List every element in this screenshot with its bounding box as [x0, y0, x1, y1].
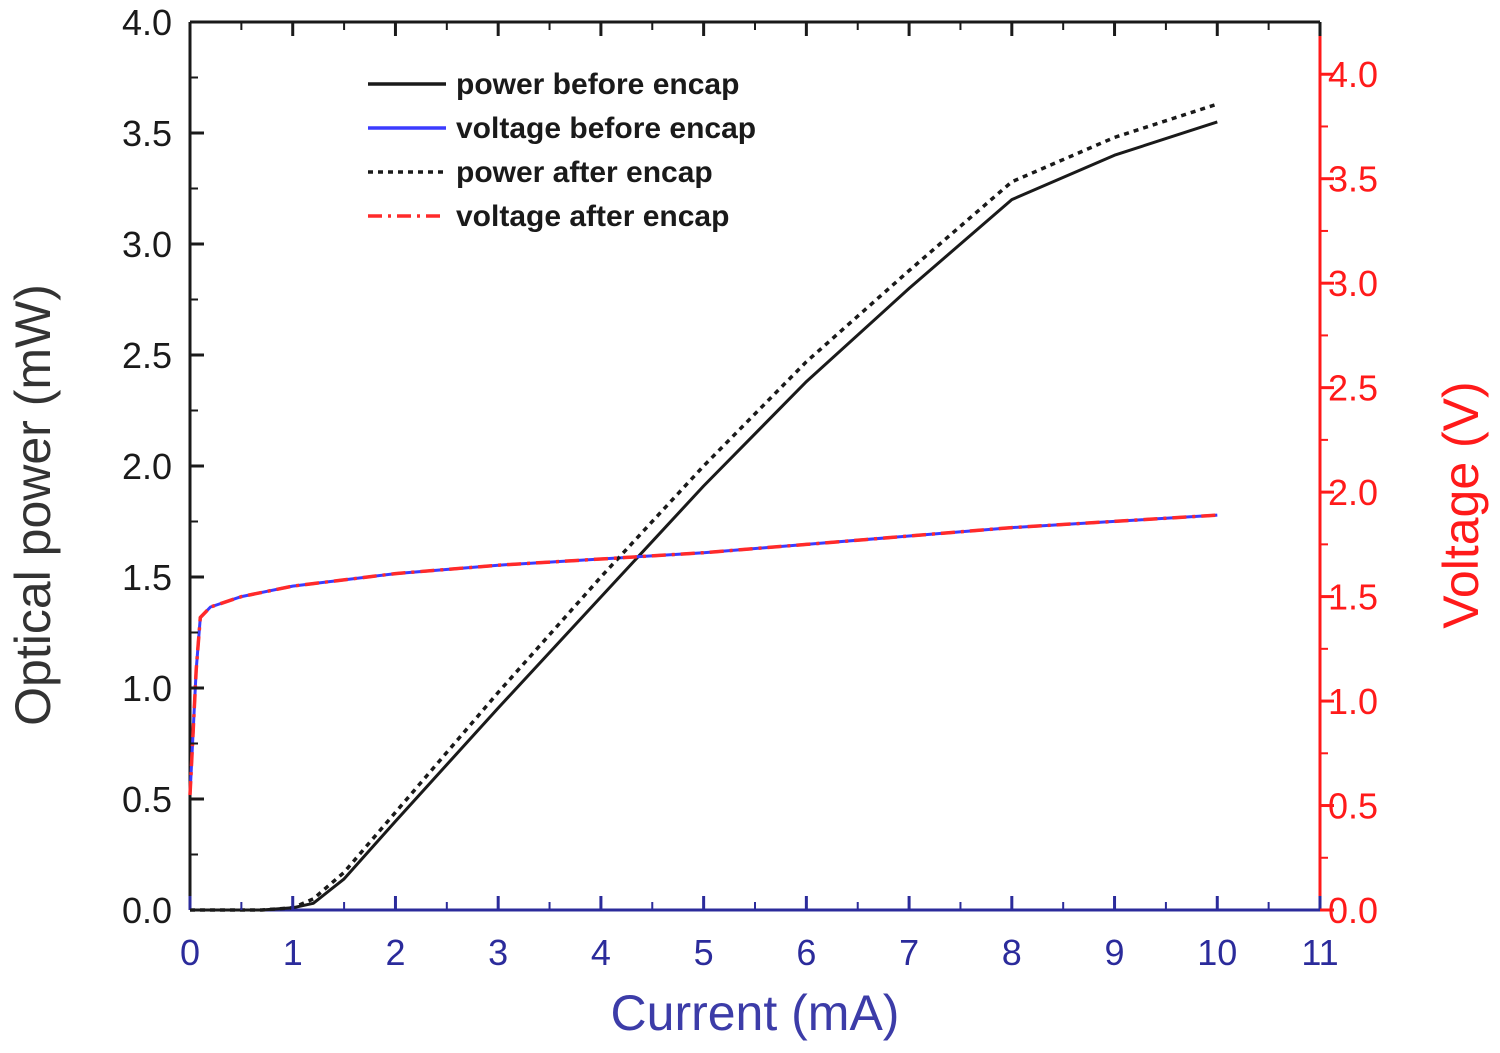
x-tick-label: 9	[1105, 932, 1125, 973]
legend-label: power after encap	[456, 156, 713, 189]
x-tick-label: 0	[180, 932, 200, 973]
y-axis-title: Optical power (mW)	[5, 284, 61, 726]
y2-axis-title: Voltage (V)	[1433, 381, 1489, 628]
y2-tick-label: 1.5	[1328, 577, 1378, 618]
y2-tick-label: 3.0	[1328, 263, 1378, 304]
legend: power before encap voltage before encap po…	[368, 68, 756, 233]
x-tick-label: 8	[1002, 932, 1022, 973]
y2-tick-label: 2.5	[1328, 368, 1378, 409]
y2-tick-label: 0.5	[1328, 786, 1378, 827]
x-tick-label: 7	[899, 932, 919, 973]
y-tick-label: 0.0	[122, 890, 172, 931]
y2-tick-label: 3.5	[1328, 159, 1378, 200]
y-tick-label: 2.0	[122, 446, 172, 487]
y2-tick-label: 2.0	[1328, 472, 1378, 513]
axes-group: 0 1 2 3 4 5 6 7 8 9 10 110.00.51.01.52.02.53.03.54.…	[122, 2, 1378, 973]
series-line-voltage-before-encap	[188, 513, 1218, 796]
y2-tick-label: 4.0	[1328, 54, 1378, 95]
y2-tick-label: 1.0	[1328, 681, 1378, 722]
y-tick-label: 1.5	[122, 557, 172, 598]
x-tick-label: 6	[796, 932, 816, 973]
x-tick-label: 3	[488, 932, 508, 973]
x-tick-label: 1	[283, 932, 303, 973]
x-tick-label: 11	[1301, 932, 1338, 973]
y-tick-label: 4.0	[122, 2, 172, 43]
y2-tick-label: 0.0	[1328, 890, 1378, 931]
plot-area	[188, 20, 1322, 912]
x-tick-label: 4	[591, 932, 611, 973]
series-line-voltage-after-encap	[188, 513, 1218, 796]
y-tick-label: 2.5	[122, 335, 172, 376]
y-tick-label: 3.0	[122, 224, 172, 265]
series-line-power-before-encap	[190, 120, 1218, 912]
x-tick-label: 5	[694, 932, 714, 973]
legend-label: voltage after encap	[456, 200, 729, 233]
legend-label: power before encap	[456, 68, 739, 101]
y-tick-label: 3.5	[122, 113, 172, 154]
x-tick-label: 2	[385, 932, 405, 973]
y-tick-label: 0.5	[122, 779, 172, 820]
legend-label: voltage before encap	[456, 112, 756, 145]
series-line-power-after-encap	[190, 102, 1218, 912]
y-tick-label: 1.0	[122, 668, 172, 709]
x-tick-label: 10	[1197, 932, 1237, 973]
x-axis-title: Current (mA)	[611, 985, 900, 1041]
series-group	[188, 102, 1218, 912]
